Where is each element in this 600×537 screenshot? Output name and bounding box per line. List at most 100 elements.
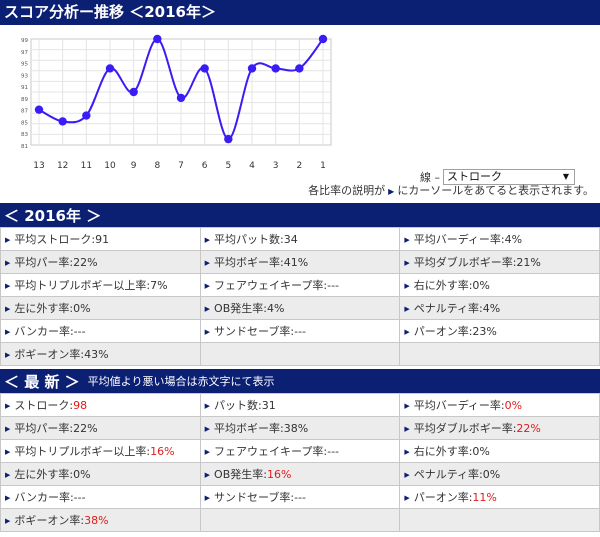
stat-value: --- [73, 491, 86, 504]
stat-value: --- [327, 279, 340, 292]
triangle-right-icon[interactable]: ▶ [404, 448, 410, 456]
stat-label: ペナルティ率: [413, 468, 483, 481]
x-tick-label: 3 [273, 161, 279, 171]
stat-value: --- [294, 491, 307, 504]
stats-latest-empty-cell [399, 508, 600, 532]
stat-value: 91 [95, 233, 110, 246]
stat-label: OB発生率: [214, 468, 267, 481]
stat-label: 平均ダブルボギー率: [413, 422, 517, 435]
line-select-dropdown[interactable]: ストローク ▼ [443, 169, 575, 185]
stats-2016-table: ▶ 平均ストローク:91 ▶ 平均パット数:34 ▶ 平均バーディー率:4% ▶ 平均パー率:… [0, 227, 600, 366]
triangle-right-icon[interactable]: ▶ [404, 305, 410, 313]
stats-2016-stat-cell: ▶ ボギーオン率:43% [0, 342, 201, 366]
stat-label: 右に外す率: [413, 279, 473, 292]
stats-latest-stat-cell: ▶ ボギーオン率:38% [0, 508, 201, 532]
x-tick-label: 11 [81, 161, 92, 171]
stat-value: 43% [84, 348, 109, 361]
triangle-right-icon[interactable]: ▶ [404, 402, 410, 410]
triangle-right-icon[interactable]: ▶ [5, 517, 11, 525]
y-tick-label: 95 [21, 62, 28, 68]
stats-latest-stat-cell: ▶ 左に外す率:0% [0, 462, 201, 486]
triangle-right-icon[interactable]: ▶ [5, 328, 11, 336]
stat-label: フェアウェイキープ率: [214, 445, 328, 458]
stats-2016-row: ▶ 平均トリプルボギー以上率:7% ▶ フェアウェイキープ率:--- ▶ 右に外す率:0% [0, 273, 600, 297]
triangle-right-icon[interactable]: ▶ [204, 305, 211, 313]
line-select-value: ストローク [447, 170, 502, 183]
stats-2016-stat-cell: ▶ 右に外す率:0% [399, 273, 600, 297]
triangle-right-icon[interactable]: ▶ [5, 236, 11, 244]
trend-chart: 99 97 95 93 91 89 87 85 83 81 13 12 11 10 9 8 7 6 5 4 3 2 1 線 … [0, 25, 600, 185]
triangle-right-icon[interactable]: ▶ [404, 259, 410, 267]
stats-2016-stat-cell: ▶ 平均バーディー率:4% [399, 227, 600, 251]
stats-latest-row: ▶ ボギーオン率:38% [0, 508, 600, 532]
stats-2016-stat-cell: ▶ 平均ストローク:91 [0, 227, 201, 251]
stat-value: 41% [283, 256, 309, 269]
stat-label: 平均トリプルボギー以上率: [14, 279, 151, 292]
x-tick-label: 6 [202, 161, 208, 171]
section-latest-note: 平均値より悪い場合は赤文字にて表示 [87, 375, 275, 388]
triangle-right-icon[interactable]: ▶ [5, 471, 11, 479]
stats-2016-row: ▶ 平均パー率:22% ▶ 平均ボギー率:41% ▶ 平均ダブルボギー率:21% [0, 250, 600, 274]
triangle-right-icon[interactable]: ▶ [404, 282, 410, 290]
stat-value: 16% [266, 468, 292, 481]
data-point [82, 111, 91, 120]
data-point [34, 105, 44, 114]
data-point [318, 34, 328, 44]
triangle-right-icon[interactable]: ▶ [204, 328, 211, 336]
triangle-right-icon[interactable]: ▶ [204, 494, 211, 502]
stats-latest-stat-cell: ▶ ペナルティ率:0% [399, 462, 600, 486]
triangle-right-icon[interactable]: ▶ [204, 259, 211, 267]
stats-latest-stat-cell: ▶ 平均バーディー率:0% [399, 393, 600, 417]
y-tick-label: 91 [21, 85, 28, 91]
stats-2016-stat-cell: ▶ 平均パー率:22% [0, 250, 201, 274]
stats-latest-row: ▶ 平均パー率:22% ▶ 平均ボギー率:38% ▶ 平均ダブルボギー率:22% [0, 416, 600, 440]
stats-latest-stat-cell: ▶ 平均トリプルボギー以上率:16% [0, 439, 201, 463]
triangle-right-icon[interactable]: ▶ [5, 305, 11, 313]
triangle-right-icon[interactable]: ▶ [5, 425, 11, 433]
stats-2016-stat-cell: ▶ サンドセーブ率:--- [199, 319, 401, 343]
triangle-right-icon[interactable]: ▶ [5, 448, 11, 456]
stats-2016-stat-cell: ▶ 平均ボギー率:41% [199, 250, 401, 274]
triangle-right-icon[interactable]: ▶ [404, 471, 410, 479]
stats-latest-stat-cell: ▶ OB発生率:16% [199, 462, 401, 486]
stat-label: 左に外す率: [14, 468, 74, 481]
x-tick-label: 10 [104, 161, 116, 171]
stats-2016-stat-cell: ▶ 平均パット数:34 [199, 227, 401, 251]
stats-latest-stat-cell: ▶ 右に外す率:0% [399, 439, 600, 463]
y-tick-label: 87 [21, 109, 28, 115]
stat-label: パット数: [214, 399, 262, 412]
stat-label: サンドセーブ率: [214, 325, 295, 338]
stats-latest-stat-cell: ▶ パット数:31 [199, 393, 401, 417]
triangle-right-icon[interactable]: ▶ [204, 425, 211, 433]
stat-label: パーオン率: [413, 325, 473, 338]
stat-value: 23% [472, 325, 497, 338]
stats-latest-stat-cell: ▶ 平均ダブルボギー率:22% [399, 416, 600, 440]
triangle-right-icon[interactable]: ▶ [404, 236, 410, 244]
triangle-right-icon[interactable]: ▶ [404, 328, 410, 336]
section-2016-title: ＜ 2016年 ＞ [4, 206, 102, 225]
stat-value: 4% [266, 302, 285, 315]
stats-latest-table: ▶ ストローク:98 ▶ パット数:31 ▶ 平均バーディー率:0% ▶ 平均パー率:22% ▶… [0, 393, 600, 532]
data-point [247, 64, 257, 73]
x-tick-label: 13 [33, 161, 44, 171]
stat-label: 左に外す率: [14, 302, 74, 315]
triangle-right-icon[interactable]: ▶ [204, 448, 211, 456]
stats-latest-stat-cell: ▶ ストローク:98 [0, 393, 201, 417]
triangle-right-icon[interactable]: ▶ [5, 351, 11, 359]
stats-latest-stat-cell: ▶ パーオン率:11% [399, 485, 600, 509]
stat-label: 平均ボギー率: [214, 256, 284, 269]
triangle-right-icon[interactable]: ▶ [404, 494, 410, 502]
triangle-right-icon[interactable]: ▶ [5, 282, 11, 290]
triangle-right-icon[interactable]: ▶ [5, 259, 11, 267]
triangle-right-icon[interactable]: ▶ [404, 425, 410, 433]
triangle-right-icon[interactable]: ▶ [5, 402, 11, 410]
stat-label: 平均パット数: [214, 233, 284, 246]
triangle-right-icon[interactable]: ▶ [204, 282, 211, 290]
triangle-right-icon[interactable]: ▶ [204, 402, 211, 410]
triangle-right-icon[interactable]: ▶ [5, 494, 11, 502]
triangle-right-icon[interactable]: ▶ [204, 471, 211, 479]
triangle-right-icon[interactable]: ▶ [204, 236, 211, 244]
hint-note: 各比率の説明が ▶ にカーソールをあてると表示されます。 [0, 181, 600, 201]
line-selector: 線 – ストローク ▼ [420, 169, 575, 185]
stat-value: 38% [84, 514, 109, 527]
